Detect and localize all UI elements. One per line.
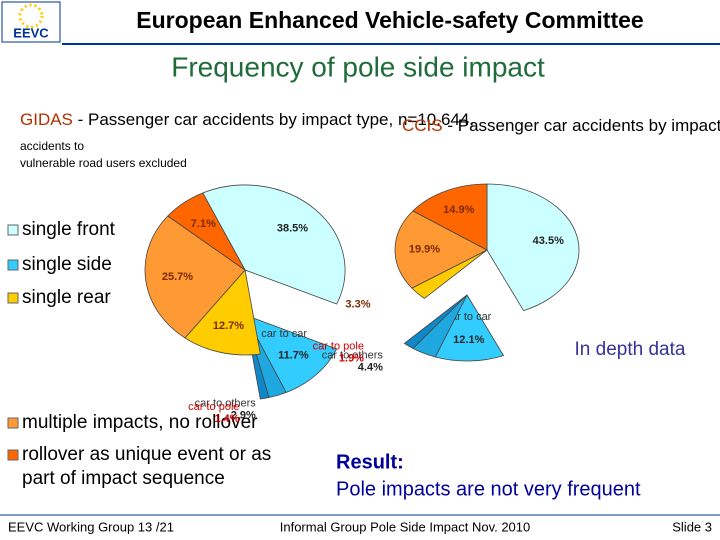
pie-source: GIDAS [20, 110, 73, 129]
pie-slice [412, 183, 488, 251]
pie-slice [202, 184, 346, 305]
note: In depth data [575, 339, 686, 360]
pie-slice [434, 294, 505, 362]
logo-text: EEVC [13, 25, 49, 40]
slide-title: Frequency of pole side impact [171, 51, 545, 82]
value-label: 7.1% [191, 218, 216, 230]
pie-title-text: - Passenger car accidents by impact type… [73, 110, 474, 129]
slice-category: car to others [195, 397, 257, 409]
legend-label: multiple impacts, no rollover [22, 412, 258, 433]
footer-left: EEVC Working Group 13 /21 [8, 519, 174, 534]
value-label: 14.9% [443, 204, 474, 216]
slice-category: car to pole [188, 401, 239, 413]
header-title: European Enhanced Vehicle-safety Committ… [136, 7, 643, 33]
pie-slice [486, 183, 580, 312]
legend-swatch [7, 449, 19, 461]
value-label: 3.3% [345, 298, 370, 310]
logo-stars [18, 3, 44, 29]
value-label: 1.9% [339, 353, 364, 365]
pie-slice [394, 210, 488, 289]
pie-slice [144, 215, 246, 339]
legend-label: single side [22, 254, 112, 275]
value-label: 12.7% [213, 320, 244, 332]
footer-center: Informal Group Pole Side Impact Nov. 201… [280, 519, 531, 534]
legend-label: rollover as unique event or as part of im… [22, 444, 271, 489]
value-label: 19.9% [409, 243, 440, 255]
pie-title: GIDAS - Passenger car accidents by impac… [20, 110, 474, 129]
slice-category: car to pole [313, 341, 364, 353]
value-label: 25.7% [162, 271, 193, 283]
legend-swatch [7, 224, 19, 236]
legend-swatch [7, 292, 19, 304]
legend-swatch [7, 259, 19, 271]
pie-title-line2: accidents to [20, 139, 84, 153]
result-text: Pole impacts are not very frequent [336, 478, 641, 500]
slice-category: car to others [322, 350, 384, 362]
legend-label: single front [22, 219, 116, 240]
legend-swatch [7, 417, 19, 429]
pie-slice [403, 294, 468, 349]
value-label: 2.9% [231, 409, 256, 421]
pie-slice [244, 314, 338, 393]
footer-right: Slide 3 [672, 519, 712, 534]
pie-title: CCIS - Passenger car accidents by impact… [402, 116, 720, 135]
value-label: 38.5% [277, 223, 308, 235]
pie-slice [184, 269, 261, 356]
value-label: 4.4% [358, 362, 383, 374]
value-label: 11.7% [278, 350, 309, 362]
pie-slice [167, 192, 246, 271]
slice-category: car to car [261, 328, 307, 340]
value-label: 1.4% [214, 413, 239, 425]
pie-title-text: - Passenger car accidents by impact type… [443, 116, 720, 135]
legend-label: single rear [22, 287, 111, 308]
value-label: 12.1% [453, 334, 484, 346]
pie-source: CCIS [402, 116, 443, 135]
pie-subtitle: accidents to [20, 139, 84, 153]
value-label: 43.5% [533, 235, 564, 247]
pie-note: vulnerable road users excluded [20, 156, 187, 170]
logo-box [1, 1, 61, 43]
result-label: Result: [336, 451, 404, 473]
